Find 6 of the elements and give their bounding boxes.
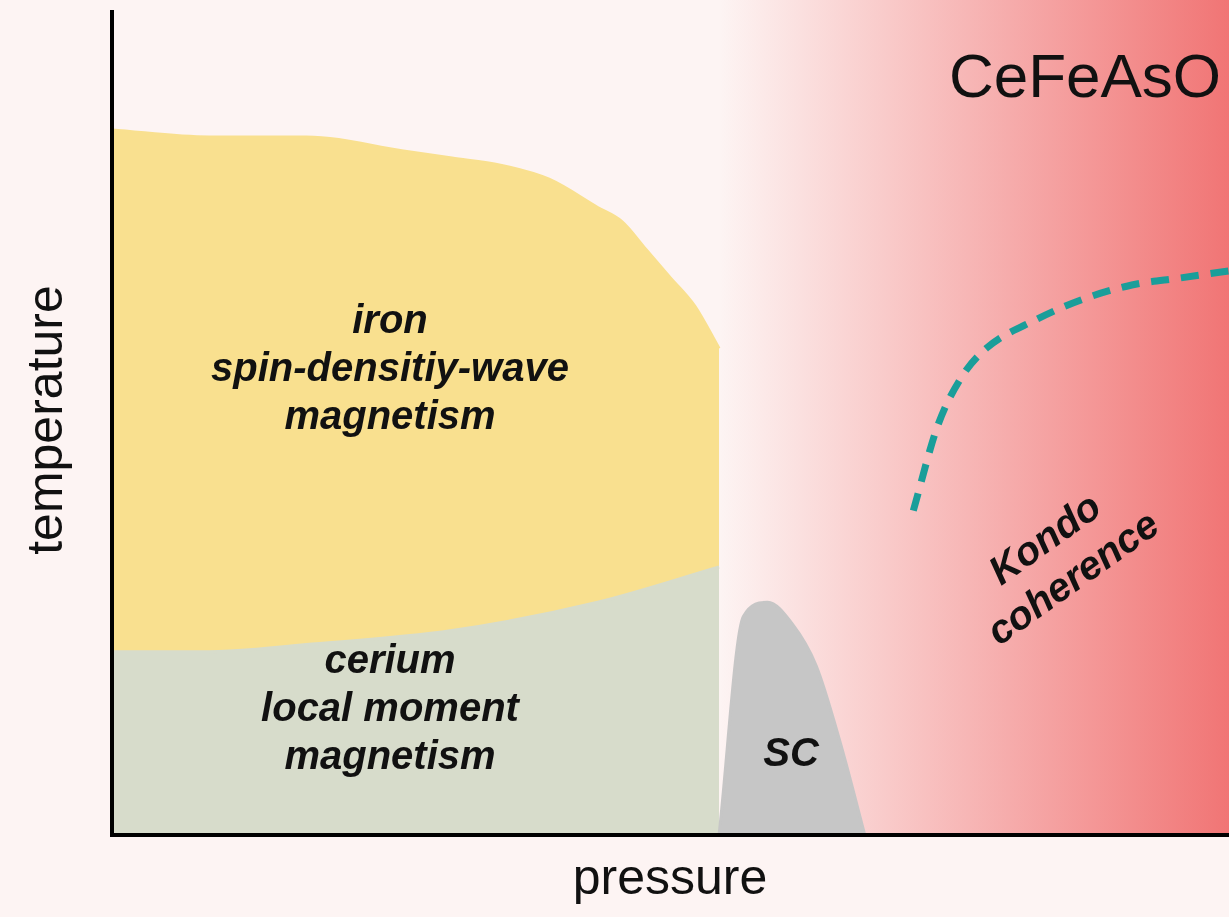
- x-axis-title: pressure: [572, 848, 768, 905]
- annotation: iron spin-densitiy-wave magnetism: [211, 297, 569, 438]
- y-axis-title: temperature: [16, 285, 73, 555]
- annotation: SC: [763, 730, 820, 775]
- annotation: cerium local moment magnetism: [261, 637, 521, 778]
- chart-title: CeFeAsO: [948, 41, 1222, 111]
